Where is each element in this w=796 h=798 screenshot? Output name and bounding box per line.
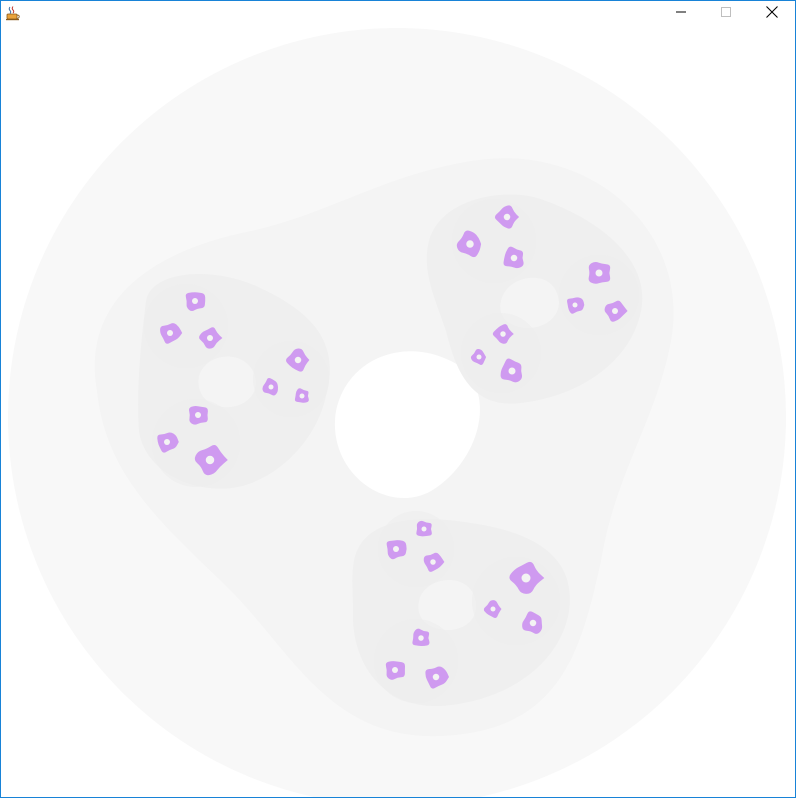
fractal-drawing (8, 28, 786, 797)
title-bar[interactable] (1, 1, 795, 27)
maximize-icon (720, 5, 732, 23)
blob-hole (572, 302, 578, 308)
blob-hole (595, 269, 603, 277)
blob-hole (268, 384, 274, 390)
blob-hole (476, 354, 482, 360)
blob-hole (207, 335, 213, 341)
blob-hole (508, 367, 516, 375)
blob-hole (294, 356, 302, 364)
blob-hole (500, 331, 506, 337)
level3-region (253, 341, 329, 417)
close-button[interactable] (749, 1, 795, 27)
blob-hole (418, 635, 424, 641)
blob-hole (503, 213, 511, 221)
blob-hole (195, 412, 201, 418)
minimize-button[interactable] (658, 1, 704, 27)
minimize-icon (675, 5, 687, 23)
blob-hole (510, 254, 518, 262)
java-coffee-cup-icon (5, 5, 21, 21)
level3-region (461, 313, 541, 393)
level2-hole-bottom (418, 579, 477, 631)
blob-hole (393, 546, 399, 552)
blob-hole (192, 298, 198, 304)
blob-hole (521, 573, 531, 583)
level2-hole-left (198, 356, 256, 408)
blob-hole (612, 308, 618, 314)
maximize-button[interactable] (703, 1, 749, 27)
blob-hole (167, 330, 173, 336)
blob-hole (299, 393, 305, 399)
center-hole (334, 351, 480, 499)
blob-cluster (157, 205, 628, 689)
close-icon (765, 5, 779, 24)
blob-hole (392, 667, 398, 673)
blob-hole (421, 526, 427, 532)
blob-hole (430, 559, 436, 565)
blob-hole (529, 619, 537, 627)
blob-hole (164, 439, 170, 445)
fractal-canvas[interactable] (1, 27, 795, 797)
blob-hole (432, 673, 440, 681)
level2-hole-right (500, 277, 559, 329)
blob-hole (205, 455, 215, 465)
blob-hole (490, 606, 496, 612)
blob-hole (466, 240, 474, 248)
